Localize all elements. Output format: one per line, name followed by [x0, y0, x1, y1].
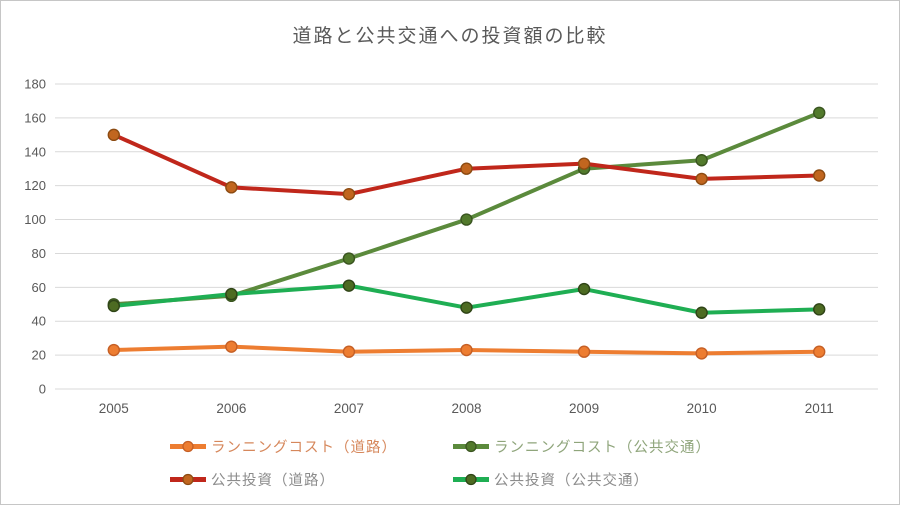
legend-label: 公共投資（道路）: [211, 473, 335, 489]
legend-item[interactable]: 公共投資（道路）: [169, 469, 452, 490]
data-point-marker: [342, 187, 356, 201]
data-point-marker: [460, 301, 473, 314]
y-axis-tick-label: 0: [39, 382, 46, 397]
x-axis-label: 2007: [334, 401, 364, 416]
x-axis-label: 2008: [451, 401, 481, 416]
data-point-marker: [577, 157, 591, 170]
legend-marker-icon: [453, 473, 489, 486]
data-point-marker: [225, 340, 238, 353]
chart-title: 道路と公共交通への投資額の比較: [292, 26, 608, 47]
y-axis-tick-label: 120: [24, 178, 46, 193]
data-point-marker: [695, 172, 708, 186]
data-point-marker: [695, 306, 708, 319]
data-point-marker: [695, 154, 708, 167]
legend-marker-icon: [170, 473, 206, 486]
y-axis-tick-label: 140: [24, 144, 46, 159]
y-axis-tick-label: 80: [32, 246, 46, 261]
data-point-marker: [225, 287, 238, 301]
data-point-marker: [577, 282, 591, 296]
x-axis-label: 2011: [805, 401, 834, 416]
data-point-marker: [813, 106, 826, 120]
data-point-marker: [460, 162, 473, 175]
legend-label: ランニングコスト（公共交通）: [494, 440, 711, 456]
y-axis-tick-label: 60: [32, 280, 46, 295]
data-point-marker: [695, 347, 708, 360]
data-point-marker: [460, 213, 473, 226]
data-point-marker: [107, 299, 120, 313]
legend-label: 公共投資（公共交通）: [494, 473, 649, 489]
data-point-marker: [342, 279, 356, 292]
y-axis-tick-label: 40: [32, 314, 46, 329]
data-point-marker: [342, 345, 356, 358]
legend-marker-icon: [170, 440, 206, 453]
x-axis-label: 2009: [569, 401, 599, 416]
x-axis-label: 2005: [99, 401, 129, 416]
data-point-marker: [460, 343, 473, 357]
plot-area: 0 20 40 60 80 100 120 140 160 180 2005 2006 2007 2008…: [24, 77, 878, 416]
legend-label: ランニングコスト（道路）: [211, 440, 397, 456]
data-point-marker: [577, 345, 591, 358]
data-point-marker: [107, 343, 120, 357]
data-point-marker: [225, 181, 238, 194]
y-axis-tick-label: 160: [24, 110, 46, 125]
series-line-1: [111, 110, 822, 307]
data-point-marker: [813, 303, 826, 316]
legend-item[interactable]: 公共投資（公共交通）: [452, 469, 752, 490]
chart-legend: ランニングコスト（道路） ランニングコスト（公共交通） 公共投資（道路） 公共投資（公…: [169, 436, 752, 490]
legend-item[interactable]: ランニングコスト（公共交通）: [452, 436, 752, 457]
legend-marker-icon: [453, 440, 489, 453]
data-point-marker: [813, 169, 826, 182]
data-point-marker: [342, 252, 356, 265]
x-axis-label: 2010: [687, 401, 717, 416]
data-point-marker: [107, 128, 120, 142]
x-axis-label: 2006: [216, 401, 246, 416]
data-point-marker: [813, 345, 826, 358]
y-axis-tick-label: 100: [24, 212, 46, 227]
y-axis-tick-label: 20: [32, 348, 46, 363]
legend-item[interactable]: ランニングコスト（道路）: [169, 436, 452, 457]
y-axis-tick-label: 180: [24, 77, 46, 92]
